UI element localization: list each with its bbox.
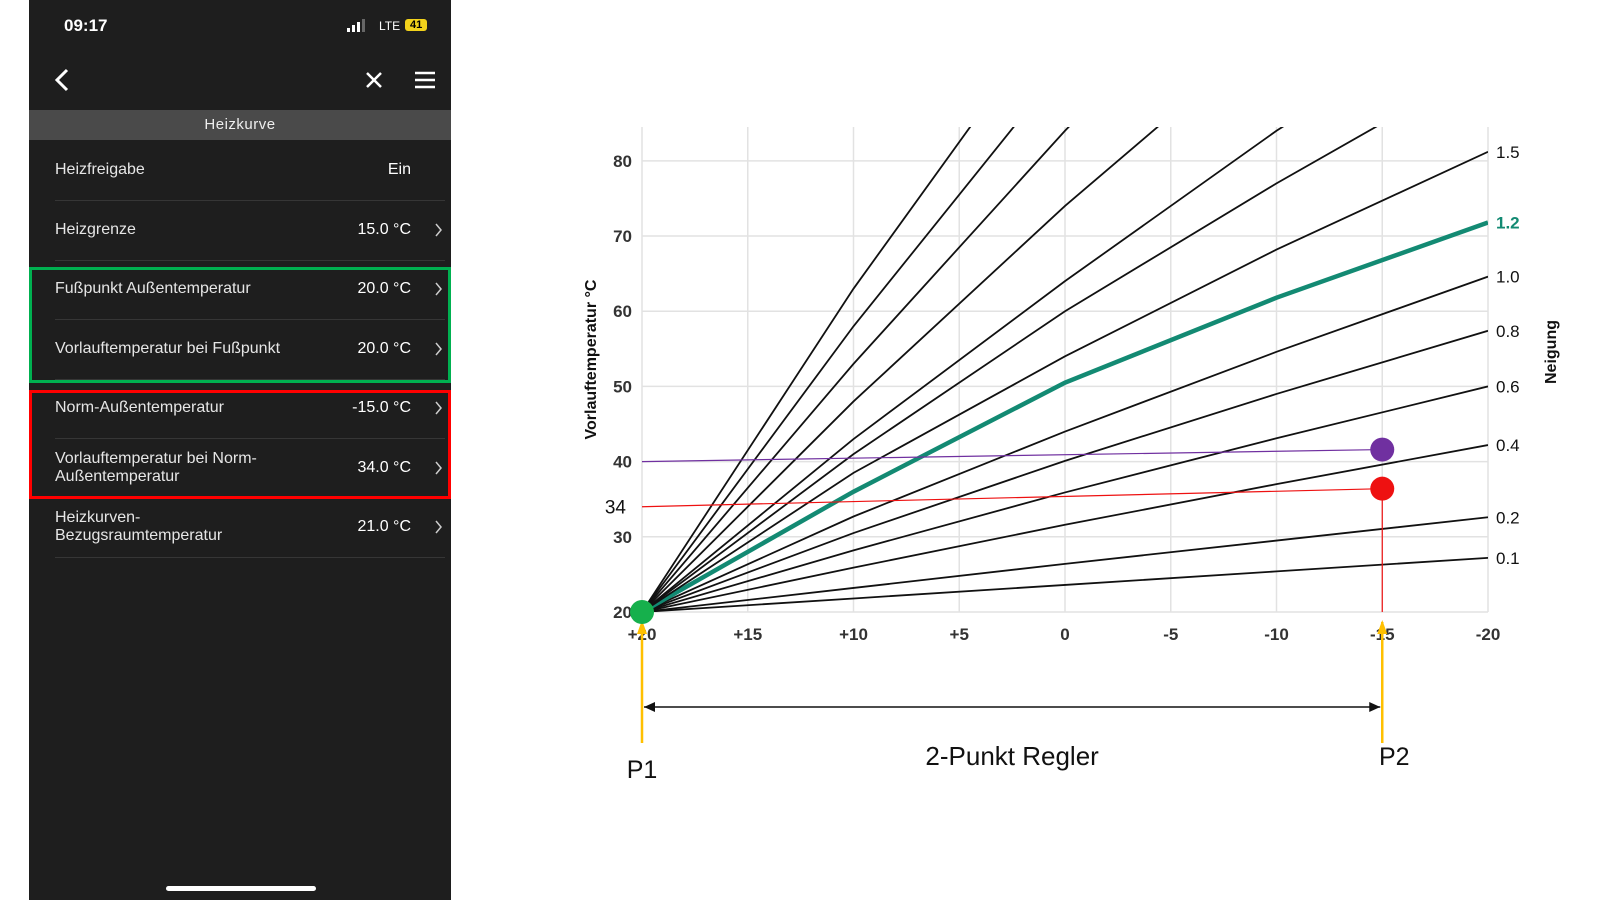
chevron-icon	[435, 282, 442, 296]
row-value: -15.0 °C	[352, 399, 411, 416]
status-time: 09:17	[64, 16, 108, 35]
row-value: 15.0 °C	[357, 220, 411, 238]
settings-row[interactable]: Vorlauftemperatur bei Norm-Außentemperat…	[55, 438, 445, 499]
slope-label: 0.6	[1496, 377, 1520, 396]
span-label: 2-Punkt Regler	[925, 741, 1099, 771]
settings-row[interactable]: Heizkurven-Bezugsraumtemperatur 21.0 °C	[55, 497, 445, 558]
slope-label: 0.1	[1496, 549, 1520, 568]
x-tick-label: -5	[1163, 625, 1178, 644]
settings-row[interactable]: Heizfreigabe Ein	[55, 140, 445, 201]
curve-line	[642, 127, 1015, 612]
reference-line	[641, 448, 1383, 463]
slope-label: 0.2	[1496, 508, 1520, 527]
slope-label: 0.4	[1496, 436, 1520, 455]
curve-line	[642, 220, 1488, 612]
row-label: Heizfreigabe	[55, 161, 145, 178]
signal-icon	[347, 19, 365, 32]
row-value: Ein	[387, 161, 411, 178]
slope-label: 1.2	[1496, 213, 1520, 232]
marker-arrowhead	[637, 620, 647, 634]
curve-line	[642, 444, 1488, 612]
row-value: 20.0 °C	[357, 280, 411, 297]
green-highlight	[29, 267, 451, 383]
phone-screen: 09:17 LTE 41 Heizkurve Heizfreigabe Ein He…	[29, 0, 451, 900]
curve-line	[642, 127, 1378, 612]
curve-line	[642, 329, 1488, 612]
row-value: 20.0 °C	[357, 339, 411, 357]
span-arrowhead	[1369, 702, 1381, 712]
curve-line	[642, 150, 1488, 612]
nav-bar	[54, 68, 435, 92]
row-label: Norm-Außentemperatur	[55, 399, 224, 416]
y-tick-label: 20	[613, 603, 632, 622]
reference-label: 34	[605, 498, 627, 519]
chevron-icon	[435, 461, 442, 474]
slope-label: 1.0	[1496, 268, 1520, 287]
row-value: 34.0 °C	[357, 458, 411, 476]
row-value: 21.0 °C	[357, 518, 411, 535]
red-highlight	[29, 390, 451, 499]
point	[630, 600, 654, 624]
row-label: Fußpunkt Außentemperatur	[55, 280, 251, 297]
x-tick-label: -20	[1476, 625, 1501, 644]
y-tick-label: 70	[613, 227, 632, 246]
x-tick-label: 0	[1060, 625, 1069, 644]
home-indicator	[166, 886, 316, 891]
marker-arrowhead	[1377, 620, 1388, 634]
row-label: Heizkurven-Bezugsraumtemperatur	[55, 509, 223, 544]
slope-label: 1.5	[1496, 143, 1520, 162]
chevron-icon	[435, 223, 442, 236]
curve-line	[642, 127, 1070, 612]
curve-line	[642, 275, 1488, 612]
marker-label: P1	[627, 756, 658, 784]
curve-line	[642, 127, 1159, 612]
curve-line	[642, 127, 972, 612]
point	[1370, 476, 1395, 501]
row-label: Vorlauftemperatur bei Norm-Außentemperat…	[55, 449, 257, 485]
back-button[interactable]	[54, 68, 69, 92]
x-tick-label: +5	[950, 625, 969, 644]
chevron-icon	[435, 342, 442, 355]
settings-row[interactable]: Vorlauftemperatur bei Fußpunkt 20.0 °C	[55, 319, 445, 380]
y2-axis-label: Neigung	[1543, 320, 1560, 384]
chevron-icon	[435, 401, 442, 415]
chevron-icon	[435, 520, 442, 534]
curve-line	[642, 385, 1488, 612]
menu-button[interactable]	[415, 71, 435, 89]
x-tick-label: +15	[733, 625, 762, 644]
status-network: LTE	[379, 19, 401, 33]
settings-row[interactable]: Heizgrenze 15.0 °C	[55, 200, 445, 261]
y-tick-label: 80	[613, 152, 632, 171]
row-label: Heizgrenze	[55, 220, 136, 238]
reference-line	[641, 488, 1383, 508]
row-label: Vorlauftemperatur bei Fußpunkt	[55, 339, 281, 357]
settings-row[interactable]: Norm-Außentemperatur -15.0 °C	[55, 378, 445, 439]
span-arrowhead	[644, 702, 655, 712]
curve-line	[642, 516, 1488, 612]
y-tick-label: 50	[613, 377, 632, 396]
status-battery: 41	[405, 19, 428, 31]
y-tick-label: 30	[613, 528, 632, 547]
close-button[interactable]	[366, 72, 382, 88]
y-tick-label: 40	[613, 453, 632, 472]
screen-title: Heizkurve	[29, 110, 451, 140]
marker-label: P2	[1379, 743, 1410, 771]
y-axis-label: Vorlauftemperatur °C	[583, 279, 600, 439]
x-tick-label: -10	[1264, 625, 1289, 644]
curve-line	[642, 127, 1285, 612]
point	[1370, 437, 1395, 462]
curve-line	[642, 556, 1488, 612]
x-tick-label: +10	[839, 625, 868, 644]
slope-label: 0.8	[1496, 322, 1520, 341]
y-tick-label: 60	[613, 302, 632, 321]
settings-row[interactable]: Fußpunkt Außentemperatur 20.0 °C	[55, 259, 445, 320]
